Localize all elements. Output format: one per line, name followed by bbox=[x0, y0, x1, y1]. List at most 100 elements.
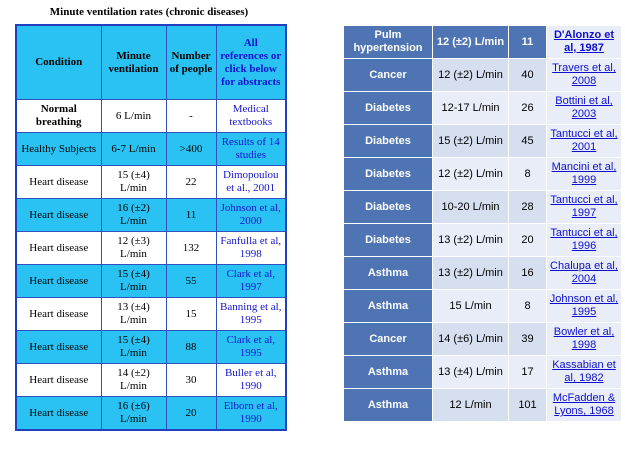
reference-cell[interactable]: Elborn et al, 1990 bbox=[215, 396, 287, 431]
ventilation-cell: 13 (±4) L/min bbox=[432, 355, 509, 389]
reference-cell[interactable]: Clark et al, 1995 bbox=[215, 330, 287, 364]
header-row: Condition Minute ventilation Number of peo… bbox=[15, 24, 287, 100]
column-header: All references or click below for abstra… bbox=[215, 24, 287, 100]
ventilation-cell: 12-17 L/min bbox=[432, 91, 509, 125]
column-header: Condition bbox=[15, 24, 102, 100]
reference-cell[interactable]: Tantucci et al, 1996 bbox=[546, 223, 622, 257]
condition-cell: Heart disease bbox=[15, 231, 102, 265]
table-row: Asthma 13 (±4) L/min 17 Kassabian et al, 19… bbox=[343, 355, 622, 389]
ventilation-cell: 13 (±2) L/min bbox=[432, 223, 509, 257]
people-cell: 101 bbox=[508, 388, 547, 422]
condition-cell: Heart disease bbox=[15, 396, 102, 431]
reference-cell[interactable]: Bottini et al, 2003 bbox=[546, 91, 622, 125]
reference-cell[interactable]: Clark et al, 1997 bbox=[215, 264, 287, 298]
reference-cell[interactable]: Buller et al, 1990 bbox=[215, 363, 287, 397]
reference-cell[interactable]: Fanfulla et al, 1998 bbox=[215, 231, 287, 265]
people-cell: 20 bbox=[508, 223, 547, 257]
table-row: Heart disease 16 (±2) L/min 11 Johnson et a… bbox=[15, 198, 287, 232]
ventilation-cell: 14 (±2) L/min bbox=[100, 363, 167, 397]
table-row: Diabetes 12 (±2) L/min 8 Mancini et al, 199… bbox=[343, 157, 622, 191]
ventilation-cell: 15 (±4) L/min bbox=[100, 264, 167, 298]
ventilation-cell: 16 (±6) L/min bbox=[100, 396, 167, 431]
condition-cell: Diabetes bbox=[343, 190, 433, 224]
people-cell: 26 bbox=[508, 91, 547, 125]
people-cell: 17 bbox=[508, 355, 547, 389]
table-row: Asthma 15 L/min 8 Johnson et al, 1995 bbox=[343, 289, 622, 323]
table-row: Heart disease 15 (±4) L/min 88 Clark et al,… bbox=[15, 330, 287, 364]
left-table: Condition Minute ventilation Number of peo… bbox=[15, 24, 287, 431]
reference-cell[interactable]: McFadden & Lyons, 1968 bbox=[546, 388, 622, 422]
reference-cell[interactable]: Tantucci et al, 1997 bbox=[546, 190, 622, 224]
people-cell: 22 bbox=[165, 165, 217, 199]
column-header: Number of people bbox=[165, 24, 217, 100]
reference-cell[interactable]: Johnson et al, 2000 bbox=[215, 198, 287, 232]
people-cell: 88 bbox=[165, 330, 217, 364]
ventilation-cell: 6 L/min bbox=[100, 99, 167, 133]
condition-cell: Heart disease bbox=[15, 264, 102, 298]
people-cell: 30 bbox=[165, 363, 217, 397]
table-row: Normal breathing 6 L/min - Medical textbook… bbox=[15, 99, 287, 133]
people-cell: 132 bbox=[165, 231, 217, 265]
table-row: Heart disease 13 (±4) L/min 15 Banning et a… bbox=[15, 297, 287, 331]
condition-cell: Heart disease bbox=[15, 165, 102, 199]
condition-cell: Diabetes bbox=[343, 223, 433, 257]
table-row: Heart disease 16 (±6) L/min 20 Elborn et al… bbox=[15, 396, 287, 431]
people-cell: 55 bbox=[165, 264, 217, 298]
people-cell: 39 bbox=[508, 322, 547, 356]
condition-cell: Pulm hypertension bbox=[343, 25, 433, 59]
people-cell: 45 bbox=[508, 124, 547, 158]
condition-cell: Normal breathing bbox=[15, 99, 102, 133]
right-table: Pulm hypertension 12 (±2) L/min 11 D'Alonzo… bbox=[343, 25, 622, 422]
reference-cell[interactable]: Kassabian et al, 1982 bbox=[546, 355, 622, 389]
people-cell: 11 bbox=[165, 198, 217, 232]
people-cell: - bbox=[165, 99, 217, 133]
table-row: Healthy Subjects 6-7 L/min >400 Results of … bbox=[15, 132, 287, 166]
table-row: Asthma 13 (±2) L/min 16 Chalupa et al, 2004 bbox=[343, 256, 622, 290]
table-row: Asthma 12 L/min 101 McFadden & Lyons, 1968 bbox=[343, 388, 622, 422]
reference-cell[interactable]: Dimopoulou et al., 2001 bbox=[215, 165, 287, 199]
people-cell: 8 bbox=[508, 289, 547, 323]
reference-cell[interactable]: Bowler et al, 1998 bbox=[546, 322, 622, 356]
people-cell: 20 bbox=[165, 396, 217, 431]
ventilation-cell: 15 (±4) L/min bbox=[100, 165, 167, 199]
condition-cell: Asthma bbox=[343, 256, 433, 290]
reference-cell[interactable]: Chalupa et al, 2004 bbox=[546, 256, 622, 290]
ventilation-cell: 10-20 L/min bbox=[432, 190, 509, 224]
ventilation-cell: 15 (±2) L/min bbox=[432, 124, 509, 158]
condition-cell: Cancer bbox=[343, 58, 433, 92]
reference-cell[interactable]: Banning et al, 1995 bbox=[215, 297, 287, 331]
table-row: Diabetes 15 (±2) L/min 45 Tantucci et al, 2… bbox=[343, 124, 622, 158]
condition-cell: Asthma bbox=[343, 289, 433, 323]
table-row: Cancer 14 (±6) L/min 39 Bowler et al, 1998 bbox=[343, 322, 622, 356]
table-row: Heart disease 15 (±4) L/min 22 Dimopoulou e… bbox=[15, 165, 287, 199]
reference-cell[interactable]: Tantucci et al, 2001 bbox=[546, 124, 622, 158]
reference-cell[interactable]: Mancini et al, 1999 bbox=[546, 157, 622, 191]
reference-cell[interactable]: Medical textbooks bbox=[215, 99, 287, 133]
column-header: Minute ventilation bbox=[100, 24, 167, 100]
reference-cell[interactable]: Johnson et al, 1995 bbox=[546, 289, 622, 323]
condition-cell: Asthma bbox=[343, 388, 433, 422]
reference-cell[interactable]: Travers et al, 2008 bbox=[546, 58, 622, 92]
ventilation-cell: 12 (±2) L/min bbox=[432, 157, 509, 191]
condition-cell: Cancer bbox=[343, 322, 433, 356]
condition-cell: Heart disease bbox=[15, 198, 102, 232]
ventilation-cell: 16 (±2) L/min bbox=[100, 198, 167, 232]
ventilation-cell: 15 (±4) L/min bbox=[100, 330, 167, 364]
people-cell: 15 bbox=[165, 297, 217, 331]
condition-cell: Healthy Subjects bbox=[15, 132, 102, 166]
reference-cell[interactable]: D'Alonzo et al, 1987 bbox=[546, 25, 622, 59]
people-cell: 28 bbox=[508, 190, 547, 224]
ventilation-cell: 12 L/min bbox=[432, 388, 509, 422]
people-cell: 11 bbox=[508, 25, 547, 59]
reference-cell[interactable]: Results of 14 studies bbox=[215, 132, 287, 166]
ventilation-cell: 15 L/min bbox=[432, 289, 509, 323]
condition-cell: Diabetes bbox=[343, 157, 433, 191]
table-row: Heart disease 14 (±2) L/min 30 Buller et al… bbox=[15, 363, 287, 397]
table-title: Minute ventilation rates (chronic diseas… bbox=[49, 6, 249, 18]
table-row: Heart disease 15 (±4) L/min 55 Clark et al,… bbox=[15, 264, 287, 298]
condition-cell: Diabetes bbox=[343, 91, 433, 125]
table-row: Diabetes 12-17 L/min 26 Bottini et al, 2003 bbox=[343, 91, 622, 125]
ventilation-cell: 14 (±6) L/min bbox=[432, 322, 509, 356]
ventilation-cell: 12 (±2) L/min bbox=[432, 25, 509, 59]
condition-cell: Asthma bbox=[343, 355, 433, 389]
